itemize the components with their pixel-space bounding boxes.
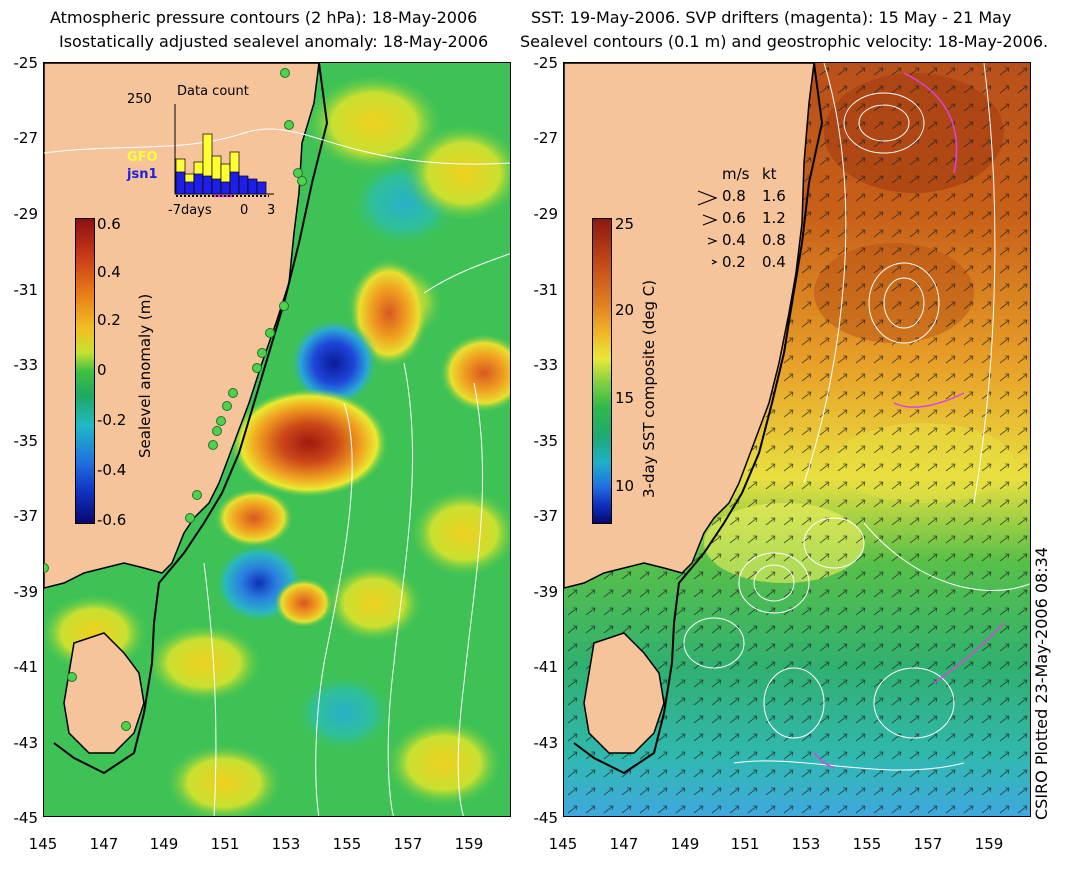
- right-x-tick-157: 157: [913, 835, 943, 853]
- velocity-legend-kt-2: 0.8: [762, 231, 786, 249]
- sealevel-tick-0-4: 0.4: [97, 263, 121, 281]
- sst-colorbar-label: 3-day SST composite (deg C): [640, 279, 658, 498]
- inset-max-label: 250: [127, 92, 152, 107]
- right-x-tick-145: 145: [548, 835, 578, 853]
- velocity-legend-ms-3: 0.2: [722, 253, 746, 271]
- left-y-tick-29: -29: [13, 205, 39, 223]
- right-title-line1: SST: 19-May-2006. SVP drifters (magenta)…: [531, 8, 1012, 27]
- sealevel-tick-0-2: 0.2: [97, 311, 121, 329]
- inset-legend-jsn1: jsn1: [127, 167, 158, 182]
- left-y-tick-27: -27: [13, 129, 39, 147]
- left-x-tick-147: 147: [89, 835, 119, 853]
- left-x-tick-153: 153: [271, 835, 301, 853]
- left-y-tick-33: -33: [13, 356, 39, 374]
- left-y-tick-43: -43: [13, 734, 39, 752]
- right-y-tick-39: -39: [533, 583, 559, 601]
- sealevel-tick-neg-0-2: -0.2: [97, 411, 127, 429]
- velocity-legend-kt-0: 1.6: [762, 187, 786, 205]
- sealevel-tick-0: 0: [97, 361, 107, 379]
- right-y-tick-35: -35: [533, 432, 559, 450]
- right-y-tick-25: -25: [533, 54, 559, 72]
- inset-x-tick-end: 3: [267, 203, 276, 218]
- right-x-tick-153: 153: [791, 835, 821, 853]
- left-y-tick-39: -39: [13, 583, 39, 601]
- left-x-tick-157: 157: [393, 835, 423, 853]
- left-x-tick-149: 149: [149, 835, 179, 853]
- right-x-tick-151: 151: [730, 835, 760, 853]
- right-x-tick-147: 147: [609, 835, 639, 853]
- right-y-tick-29: -29: [533, 205, 559, 223]
- left-y-tick-35: -35: [13, 432, 39, 450]
- sst-tick-25: 25: [615, 215, 635, 233]
- left-title-line1: Atmospheric pressure contours (2 hPa): 1…: [50, 8, 478, 27]
- right-title-line2: Sealevel contours (0.1 m) and geostrophi…: [520, 32, 1049, 51]
- sealevel-tick-neg-0-4: -0.4: [97, 461, 127, 479]
- sst-tick-20: 20: [615, 301, 635, 319]
- left-y-tick-31: -31: [13, 281, 39, 299]
- right-y-tick-37: -37: [533, 507, 559, 525]
- velocity-legend-ms-1: 0.6: [722, 209, 746, 227]
- velocity-legend-ms-header: m/s: [722, 165, 750, 183]
- left-y-tick-25: -25: [13, 54, 39, 72]
- right-y-tick-41: -41: [533, 658, 559, 676]
- velocity-legend-ms-0: 0.8: [722, 187, 746, 205]
- sealevel-colorbar: [75, 218, 95, 524]
- right-y-tick-27: -27: [533, 129, 559, 147]
- left-y-tick-37: -37: [13, 507, 39, 525]
- left-x-tick-145: 145: [28, 835, 58, 853]
- right-y-tick-43: -43: [533, 734, 559, 752]
- right-x-tick-159: 159: [974, 835, 1004, 853]
- velocity-legend-kt-header: kt: [762, 165, 777, 183]
- velocity-legend-ms-2: 0.4: [722, 231, 746, 249]
- inset-x-tick-zero: 0: [240, 203, 249, 218]
- data-count-inset: [174, 104, 274, 199]
- sealevel-colorbar-label: Sealevel anomaly (m): [136, 293, 154, 458]
- sst-tick-15: 15: [615, 389, 635, 407]
- sst-map: [563, 62, 1031, 817]
- sst-tick-10: 10: [615, 477, 635, 495]
- right-y-tick-45: -45: [533, 809, 559, 827]
- inset-legend-gfo: GFO: [127, 150, 158, 165]
- left-x-tick-159: 159: [454, 835, 484, 853]
- left-y-tick-41: -41: [13, 658, 39, 676]
- right-y-tick-33: -33: [533, 356, 559, 374]
- csiro-plot-footer: CSIRO Plotted 23-May-2006 08:34: [1032, 547, 1051, 820]
- right-y-tick-31: -31: [533, 281, 559, 299]
- right-x-tick-149: 149: [670, 835, 700, 853]
- sealevel-tick-neg-0-6: -0.6: [97, 511, 127, 529]
- right-x-tick-155: 155: [852, 835, 882, 853]
- sealevel-anomaly-map: [43, 62, 511, 817]
- velocity-legend-kt-1: 1.2: [762, 209, 786, 227]
- velocity-legend: m/s kt 0.8 1.6 0.6 1.2 0.4 0.8 0.2 0.4: [690, 165, 800, 275]
- left-title-line2: Isostatically adjusted sealevel anomaly:…: [59, 32, 489, 51]
- sst-colorbar: [592, 218, 612, 524]
- inset-title: Data count: [177, 84, 249, 99]
- left-x-tick-155: 155: [332, 835, 362, 853]
- left-x-tick-151: 151: [210, 835, 240, 853]
- inset-x-tick-start: -7days: [168, 203, 212, 218]
- velocity-legend-kt-3: 0.4: [762, 253, 786, 271]
- left-y-tick-45: -45: [13, 809, 39, 827]
- sealevel-tick-0-6: 0.6: [97, 215, 121, 233]
